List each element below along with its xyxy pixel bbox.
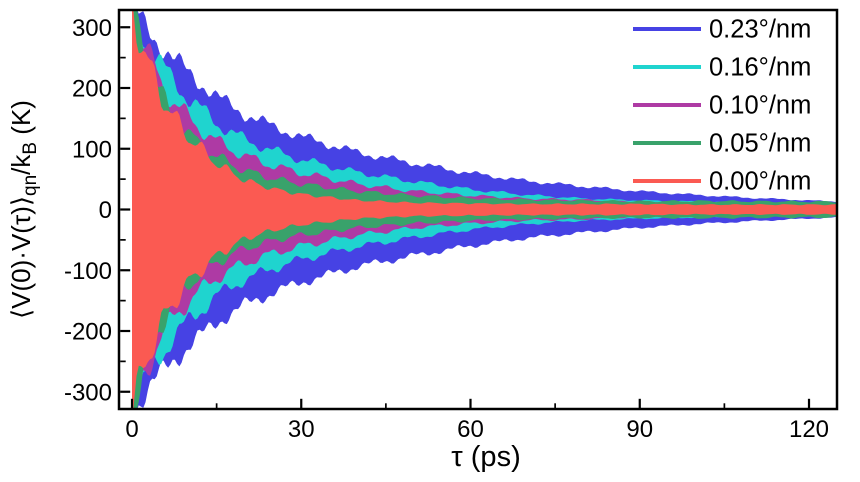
x-tick-label: 0	[125, 416, 138, 443]
y-tick-label: -200	[64, 319, 112, 346]
legend-item: 0.10°/nm	[633, 92, 811, 120]
x-tick-label: 60	[457, 416, 484, 443]
legend-label: 0.16°/nm	[709, 54, 811, 82]
plot-frame	[117, 8, 839, 411]
legend-label: 0.23°/nm	[709, 16, 811, 44]
y-tick-label: 200	[72, 76, 112, 103]
legend-item: 0.16°/nm	[633, 54, 811, 82]
y-tick-label: 100	[72, 136, 112, 163]
legend-item: 0.00°/nm	[633, 168, 811, 196]
legend-label: 0.05°/nm	[709, 130, 811, 158]
x-tick-label: 90	[626, 416, 653, 443]
legend-item: 0.05°/nm	[633, 130, 811, 158]
tick-labels: 0 30 60 90 120 300 200 100 0 -100 -200 -300	[64, 15, 829, 443]
legend: 0.23°/nm 0.16°/nm 0.10°/nm 0.05°/nm 0.00°/nm	[633, 16, 811, 196]
x-axis-title: τ (ps)	[451, 441, 520, 473]
x-tick-label: 30	[288, 416, 315, 443]
y-tick-label: -100	[64, 258, 112, 285]
series-fills	[132, 10, 837, 409]
y-tick-label: -300	[64, 379, 112, 406]
legend-item: 0.23°/nm	[633, 16, 811, 44]
legend-label: 0.00°/nm	[709, 168, 811, 196]
y-tick-label: 300	[72, 15, 112, 42]
x-tick-label: 120	[789, 416, 829, 443]
y-axis-title: ⟨V(0)·V(τ)⟩qn/kB (K)	[6, 100, 41, 319]
y-tick-label: 0	[99, 197, 112, 224]
axis-ticks	[120, 26, 811, 409]
legend-label: 0.10°/nm	[709, 92, 811, 120]
series-fill-0.00	[132, 10, 837, 409]
